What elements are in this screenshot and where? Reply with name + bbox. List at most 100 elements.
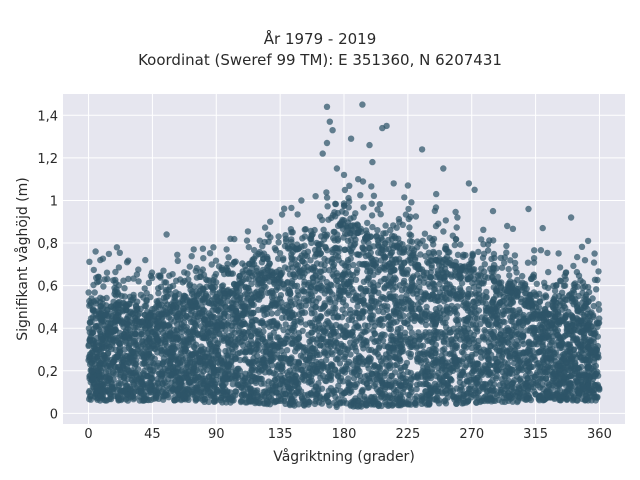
- data-point: [274, 309, 281, 317]
- data-point: [387, 336, 395, 343]
- data-point: [326, 402, 333, 409]
- data-point: [308, 345, 316, 352]
- data-point: [352, 402, 359, 410]
- data-point: [235, 365, 242, 372]
- data-point: [446, 309, 453, 317]
- data-point: [332, 305, 339, 312]
- data-point: [268, 355, 275, 362]
- data-point: [474, 342, 481, 349]
- data-point: [566, 320, 573, 327]
- data-point: [120, 374, 128, 382]
- data-point: [378, 393, 385, 400]
- data-point: [300, 401, 307, 408]
- data-point: [300, 348, 307, 355]
- data-point: [375, 338, 382, 345]
- data-point: [345, 279, 352, 286]
- data-point: [288, 256, 296, 263]
- data-point: [285, 383, 292, 390]
- data-point: [328, 259, 335, 266]
- data-point: [253, 352, 261, 359]
- data-point: [473, 315, 481, 322]
- data-point: [556, 382, 563, 389]
- data-point: [304, 248, 312, 255]
- data-point: [301, 377, 308, 384]
- data-point: [180, 305, 187, 312]
- data-point: [352, 276, 360, 283]
- data-point: [419, 342, 427, 349]
- data-point: [590, 363, 597, 371]
- data-point: [255, 334, 262, 341]
- data-point: [584, 343, 592, 351]
- data-point: [222, 327, 229, 334]
- data-point: [279, 367, 286, 374]
- data-point: [246, 343, 253, 350]
- data-point: [416, 278, 423, 285]
- data-point: [159, 314, 166, 321]
- data-point: [247, 398, 254, 405]
- data-point: [365, 375, 372, 382]
- data-point: [435, 397, 443, 404]
- data-point: [436, 281, 443, 288]
- data-point: [516, 384, 523, 392]
- data-point: [408, 388, 415, 396]
- data-point: [392, 311, 399, 318]
- data-point: [268, 302, 275, 309]
- data-point: [569, 328, 577, 335]
- data-point: [307, 284, 315, 291]
- data-point: [293, 295, 300, 302]
- data-point: [473, 291, 480, 299]
- data-point: [383, 401, 390, 408]
- data-point: [97, 336, 105, 343]
- data-point: [326, 267, 333, 274]
- data-point: [127, 308, 134, 315]
- data-point: [418, 392, 425, 400]
- data-point: [564, 343, 572, 350]
- data-point: [248, 280, 255, 287]
- data-point: [236, 296, 243, 303]
- data-point: [304, 391, 312, 398]
- data-point: [394, 326, 402, 333]
- data-point: [387, 280, 395, 287]
- data-point: [253, 345, 260, 353]
- data-point: [165, 322, 173, 329]
- data-point: [107, 373, 114, 380]
- data-point: [452, 316, 460, 324]
- data-point: [569, 333, 577, 340]
- data-point: [426, 329, 433, 336]
- data-point: [321, 290, 328, 297]
- data-point: [400, 385, 407, 392]
- data-point: [492, 362, 499, 370]
- data-point: [212, 344, 220, 351]
- data-point: [208, 313, 215, 320]
- data-point: [331, 337, 338, 344]
- data-point: [264, 359, 271, 367]
- data-point: [134, 346, 141, 353]
- data-point: [475, 360, 482, 368]
- data-point: [525, 294, 532, 302]
- data-point: [283, 347, 291, 354]
- data-point: [378, 303, 386, 311]
- data-point: [237, 398, 245, 406]
- data-point: [116, 309, 123, 316]
- data-point: [482, 300, 490, 307]
- data-point: [118, 319, 125, 326]
- data-point: [316, 268, 324, 275]
- data-point: [460, 349, 467, 357]
- data-point: [537, 321, 544, 328]
- data-point: [179, 341, 186, 348]
- data-point: [507, 307, 514, 315]
- data-point: [192, 322, 200, 330]
- data-point: [579, 342, 587, 349]
- data-point: [555, 362, 562, 369]
- data-point: [371, 362, 378, 369]
- data-point: [349, 361, 356, 368]
- data-point: [442, 397, 449, 404]
- data-point: [479, 371, 486, 378]
- data-point: [566, 380, 574, 387]
- data-point: [167, 354, 174, 361]
- data-point: [341, 366, 348, 373]
- data-point: [360, 278, 368, 285]
- data-point: [485, 339, 492, 346]
- data-point: [183, 369, 191, 376]
- data-point: [313, 351, 321, 359]
